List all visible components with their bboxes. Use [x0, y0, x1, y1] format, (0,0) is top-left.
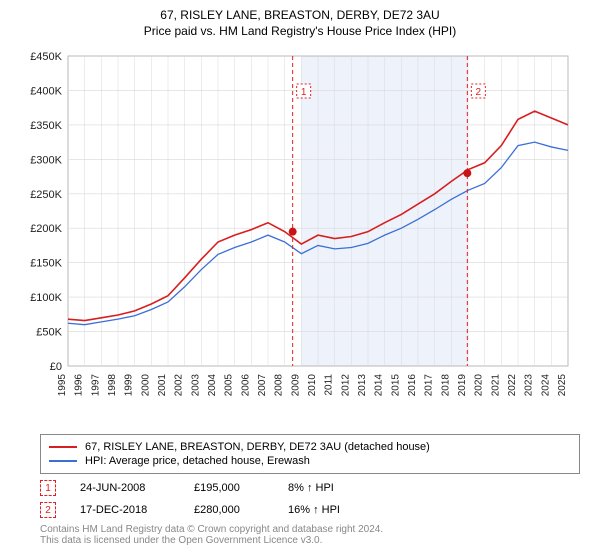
svg-text:2024: 2024 — [540, 374, 551, 397]
svg-text:1999: 1999 — [124, 374, 135, 397]
svg-text:2: 2 — [476, 87, 482, 98]
sale-marker: 2 — [40, 502, 56, 518]
legend-label-property: 67, RISLEY LANE, BREASTON, DERBY, DE72 3… — [85, 441, 430, 453]
svg-text:£100K: £100K — [30, 292, 62, 304]
legend-line-property — [49, 446, 77, 448]
svg-text:1996: 1996 — [74, 374, 85, 397]
svg-text:2020: 2020 — [474, 374, 485, 397]
svg-text:2025: 2025 — [557, 374, 568, 397]
svg-text:2002: 2002 — [174, 374, 185, 397]
svg-text:2012: 2012 — [340, 374, 351, 397]
chart-area: £0 £50K £100K £150K £200K £250K £300K £350K £400… — [20, 48, 580, 428]
legend-label-hpi: HPI: Average price, detached house, Erew… — [85, 455, 310, 467]
svg-text:1997: 1997 — [90, 374, 101, 397]
sale-date: 24-JUN-2008 — [80, 482, 170, 494]
price-chart: £0 £50K £100K £150K £200K £250K £300K £350K £400… — [20, 48, 580, 428]
sale-row: 2 17-DEC-2018 £280,000 16% ↑ HPI — [40, 502, 580, 518]
svg-text:2000: 2000 — [140, 374, 151, 397]
svg-text:2021: 2021 — [490, 374, 501, 397]
sale-price: £280,000 — [194, 504, 264, 516]
svg-text:1995: 1995 — [57, 374, 68, 397]
svg-text:2019: 2019 — [457, 374, 468, 397]
svg-text:£200K: £200K — [30, 223, 62, 235]
svg-text:£0: £0 — [50, 361, 62, 373]
svg-text:£300K: £300K — [30, 154, 62, 166]
svg-text:2015: 2015 — [390, 374, 401, 397]
credit-line1: Contains HM Land Registry data © Crown c… — [40, 524, 580, 535]
svg-text:2006: 2006 — [240, 374, 251, 397]
svg-text:2017: 2017 — [424, 374, 435, 397]
legend-row-property: 67, RISLEY LANE, BREASTON, DERBY, DE72 3… — [49, 441, 571, 453]
svg-text:£400K: £400K — [30, 85, 62, 97]
svg-text:2007: 2007 — [257, 374, 268, 397]
sale-row: 1 24-JUN-2008 £195,000 8% ↑ HPI — [40, 480, 580, 496]
svg-text:2013: 2013 — [357, 374, 368, 397]
sale-date: 17-DEC-2018 — [80, 504, 170, 516]
svg-text:2014: 2014 — [374, 374, 385, 397]
svg-text:2004: 2004 — [207, 374, 218, 397]
legend-box: 67, RISLEY LANE, BREASTON, DERBY, DE72 3… — [40, 434, 580, 474]
sale-marker: 1 — [40, 480, 56, 496]
sales-list: 1 24-JUN-2008 £195,000 8% ↑ HPI 2 17-DEC-2018… — [0, 480, 600, 518]
svg-text:2008: 2008 — [274, 374, 285, 397]
svg-text:£350K: £350K — [30, 120, 62, 132]
svg-text:1998: 1998 — [107, 374, 118, 397]
chart-title: 67, RISLEY LANE, BREASTON, DERBY, DE72 3… — [0, 8, 600, 22]
svg-text:2009: 2009 — [290, 374, 301, 397]
svg-text:£150K: £150K — [30, 258, 62, 270]
svg-text:£450K: £450K — [30, 51, 62, 63]
credit-text: Contains HM Land Registry data © Crown c… — [40, 524, 580, 546]
svg-text:£50K: £50K — [36, 327, 62, 339]
legend-line-hpi — [49, 460, 77, 462]
svg-text:2016: 2016 — [407, 374, 418, 397]
svg-text:£250K: £250K — [30, 189, 62, 201]
svg-text:2005: 2005 — [224, 374, 235, 397]
svg-text:1: 1 — [301, 87, 307, 98]
svg-text:2010: 2010 — [307, 374, 318, 397]
chart-header: 67, RISLEY LANE, BREASTON, DERBY, DE72 3… — [0, 0, 600, 42]
sale-price: £195,000 — [194, 482, 264, 494]
svg-text:2001: 2001 — [157, 374, 168, 397]
credit-line2: This data is licensed under the Open Gov… — [40, 535, 580, 546]
svg-text:2003: 2003 — [190, 374, 201, 397]
legend-row-hpi: HPI: Average price, detached house, Erew… — [49, 455, 571, 467]
svg-text:2022: 2022 — [507, 374, 518, 397]
svg-text:2023: 2023 — [524, 374, 535, 397]
sale-delta: 8% ↑ HPI — [288, 482, 378, 494]
chart-subtitle: Price paid vs. HM Land Registry's House … — [0, 24, 600, 38]
svg-text:2018: 2018 — [440, 374, 451, 397]
svg-text:2011: 2011 — [324, 374, 335, 396]
sale-delta: 16% ↑ HPI — [288, 504, 378, 516]
